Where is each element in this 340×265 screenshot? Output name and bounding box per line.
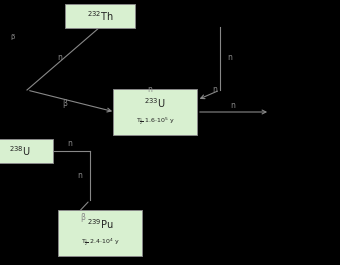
FancyBboxPatch shape <box>58 210 142 256</box>
Text: $^{233}$U: $^{233}$U <box>144 96 166 110</box>
Text: β: β <box>63 99 67 108</box>
FancyBboxPatch shape <box>113 89 197 135</box>
Text: T$_{\frac{1}{2}}$ 1.6·10$^{5}$ y: T$_{\frac{1}{2}}$ 1.6·10$^{5}$ y <box>136 116 174 127</box>
Text: T$_{\frac{1}{2}}$ 2.4·10$^{4}$ y: T$_{\frac{1}{2}}$ 2.4·10$^{4}$ y <box>81 237 119 249</box>
Text: n: n <box>231 100 235 109</box>
FancyBboxPatch shape <box>65 4 135 28</box>
Text: $^{238}$U: $^{238}$U <box>9 144 31 158</box>
Text: $^{239}$Pu: $^{239}$Pu <box>87 217 113 231</box>
Text: n: n <box>57 54 63 63</box>
Text: $^{232}$Th: $^{232}$Th <box>87 9 113 23</box>
Text: n: n <box>68 139 72 148</box>
Text: n: n <box>212 86 218 95</box>
Text: n: n <box>78 170 82 179</box>
Text: n: n <box>148 86 152 95</box>
FancyBboxPatch shape <box>0 139 53 163</box>
Text: n: n <box>227 54 233 63</box>
Text: β: β <box>11 34 15 40</box>
Text: β: β <box>81 214 85 223</box>
